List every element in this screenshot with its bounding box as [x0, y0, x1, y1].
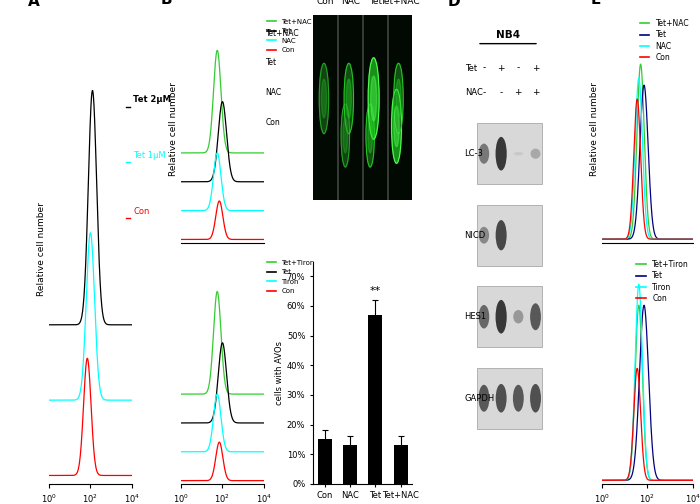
Bar	[388, 15, 412, 201]
Circle shape	[343, 118, 348, 153]
Circle shape	[396, 79, 401, 118]
Ellipse shape	[479, 385, 489, 412]
Legend: Tet+Tiron, Tet, Tiron, Con: Tet+Tiron, Tet, Tiron, Con	[636, 260, 690, 303]
Ellipse shape	[530, 384, 541, 413]
Text: -: -	[500, 88, 503, 97]
Text: Con: Con	[316, 0, 334, 6]
Text: Tet+NAC: Tet+NAC	[265, 29, 299, 38]
Legend: Tet+NAC, Tet, NAC, Con: Tet+NAC, Tet, NAC, Con	[267, 19, 312, 53]
Bar	[338, 15, 363, 201]
Text: Con: Con	[134, 208, 150, 217]
Bar	[363, 15, 388, 201]
Circle shape	[344, 64, 354, 134]
Ellipse shape	[531, 149, 540, 159]
Circle shape	[366, 104, 375, 167]
Ellipse shape	[479, 144, 489, 164]
Text: Tet 1μM: Tet 1μM	[134, 151, 166, 160]
Legend: Tet+NAC, Tet, NAC, Con: Tet+NAC, Tet, NAC, Con	[640, 19, 690, 62]
Circle shape	[391, 89, 402, 163]
Ellipse shape	[513, 310, 524, 324]
Bar	[477, 123, 542, 184]
Text: -: -	[482, 88, 486, 97]
Text: +: +	[532, 88, 539, 97]
Ellipse shape	[479, 227, 489, 243]
Bar	[477, 368, 542, 429]
Text: LC-3: LC-3	[464, 149, 483, 158]
Text: +: +	[498, 64, 505, 73]
Circle shape	[346, 79, 351, 118]
Bar	[477, 205, 542, 266]
Circle shape	[368, 118, 372, 153]
Bar	[394, 446, 408, 484]
Ellipse shape	[496, 384, 507, 413]
Bar	[318, 439, 332, 484]
Text: +: +	[532, 64, 539, 73]
Text: Tet: Tet	[465, 64, 477, 73]
Text: GAPDH: GAPDH	[464, 394, 494, 403]
Text: **: **	[370, 286, 381, 296]
Circle shape	[319, 64, 329, 134]
Bar	[343, 446, 357, 484]
Ellipse shape	[496, 300, 507, 334]
Text: Tet: Tet	[369, 0, 382, 6]
Y-axis label: cells with AVOs: cells with AVOs	[275, 341, 284, 405]
Y-axis label: Relative cell number: Relative cell number	[37, 203, 46, 296]
Text: D: D	[448, 0, 461, 9]
Circle shape	[341, 104, 349, 167]
Text: +: +	[514, 88, 522, 97]
Text: Tet+NAC: Tet+NAC	[380, 0, 420, 6]
Text: Con: Con	[265, 117, 280, 127]
Text: -: -	[517, 64, 520, 73]
Ellipse shape	[496, 137, 507, 170]
Text: Tet: Tet	[265, 58, 276, 68]
Circle shape	[416, 104, 424, 167]
Text: Tet 2μM: Tet 2μM	[134, 95, 172, 104]
Circle shape	[394, 106, 399, 147]
Text: NICD: NICD	[464, 231, 485, 240]
Text: -: -	[482, 64, 486, 73]
Y-axis label: Relative cell number: Relative cell number	[169, 82, 178, 176]
Circle shape	[394, 64, 403, 134]
Ellipse shape	[513, 385, 524, 412]
Text: NB4: NB4	[496, 30, 520, 40]
Legend: Tet+Tiron, Tet, Tiron, Con: Tet+Tiron, Tet, Tiron, Con	[267, 260, 314, 294]
Ellipse shape	[514, 152, 523, 155]
Text: B: B	[160, 0, 172, 7]
Circle shape	[321, 79, 327, 118]
Bar	[313, 15, 338, 201]
Bar	[368, 315, 382, 484]
Text: E: E	[591, 0, 601, 7]
Bar	[477, 286, 542, 347]
Text: HES1: HES1	[464, 312, 486, 321]
Text: NAC: NAC	[265, 88, 281, 97]
Y-axis label: Relative cell number: Relative cell number	[590, 82, 599, 176]
Ellipse shape	[530, 303, 541, 330]
Circle shape	[370, 76, 377, 121]
Text: A: A	[28, 0, 40, 9]
Ellipse shape	[496, 220, 507, 250]
Text: NAC: NAC	[465, 88, 483, 97]
Ellipse shape	[479, 305, 489, 329]
Circle shape	[417, 118, 422, 153]
Circle shape	[368, 58, 379, 139]
Text: NAC: NAC	[341, 0, 360, 6]
